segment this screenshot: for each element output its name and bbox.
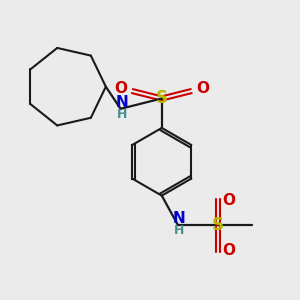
Text: O: O <box>196 81 209 96</box>
Text: O: O <box>114 81 127 96</box>
Text: S: S <box>212 216 224 234</box>
Text: N: N <box>116 95 128 110</box>
Text: N: N <box>173 211 186 226</box>
Text: S: S <box>156 89 168 107</box>
Text: O: O <box>222 243 236 258</box>
Text: H: H <box>117 108 127 121</box>
Text: O: O <box>222 193 236 208</box>
Text: H: H <box>174 224 184 238</box>
